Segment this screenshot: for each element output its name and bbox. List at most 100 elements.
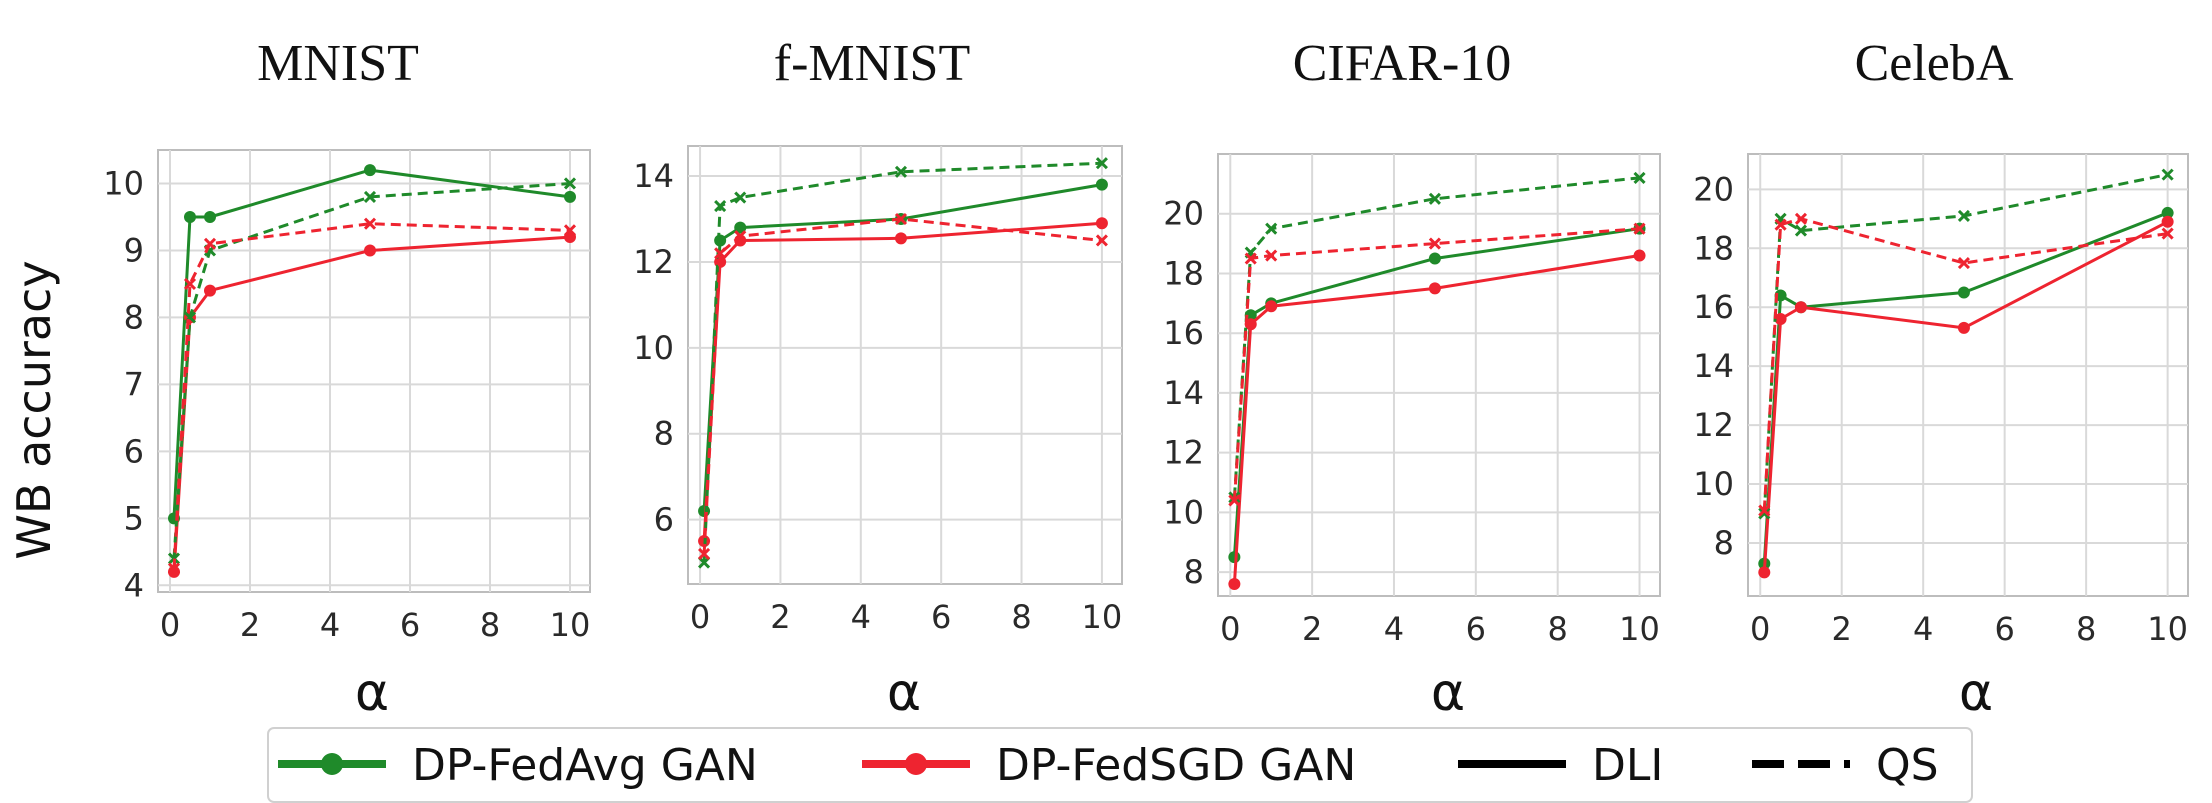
data-point [894, 232, 907, 245]
data-point [1794, 301, 1807, 314]
x-tick-label: 2 [240, 606, 260, 644]
y-tick-label: 8 [1714, 524, 1734, 562]
y-tick-label: 4 [124, 566, 144, 604]
data-point [168, 565, 180, 578]
data-point [364, 164, 376, 177]
y-tick-label: 7 [124, 365, 144, 403]
data-point-x-marker [2161, 168, 2174, 181]
panel-1: MNIST 0 2 4 6 8 10 4 5 6 7 8 9 10 α [103, 35, 591, 723]
data-point-x-marker [1633, 171, 1646, 184]
y-tick-label: 6 [654, 501, 674, 539]
data-point-x-marker [734, 230, 747, 243]
data-point [204, 210, 216, 223]
data-point [1758, 566, 1771, 579]
panel-title: CelebA [1855, 35, 2014, 92]
data-point-x-marker [1633, 222, 1646, 235]
panel-title: MNIST [257, 35, 419, 92]
x-tick-label: 4 [320, 606, 340, 644]
x-tick-label: 4 [1913, 610, 1933, 648]
data-point [204, 284, 216, 297]
x-tick-label: 6 [931, 598, 951, 636]
data-point [364, 244, 376, 257]
y-tick-label: 8 [654, 415, 674, 453]
y-tick-label: 16 [1693, 288, 1734, 326]
y-tick-label: 12 [1693, 406, 1734, 444]
data-point [734, 221, 747, 234]
y-axis-label: WB accuracy [7, 260, 61, 559]
plot-area: 0 2 4 6 8 10 8 10 12 14 16 18 20 [1693, 153, 2189, 648]
panel-title: f-MNIST [774, 35, 970, 92]
data-point [1428, 252, 1441, 265]
x-tick-label: 8 [1548, 610, 1568, 648]
data-point-x-marker [563, 224, 577, 237]
series-line-qs [702, 161, 1102, 563]
data-point-x-marker [698, 547, 711, 561]
x-tick-label: 10 [550, 606, 591, 644]
x-tick-label: 8 [480, 606, 500, 644]
y-tick-label: 16 [1163, 314, 1204, 352]
panel-2: f-MNIST 0 2 4 6 8 10 6 8 10 12 14 α [633, 35, 1123, 723]
x-axis-label: α [887, 663, 921, 723]
x-tick-label: 0 [1750, 610, 1770, 648]
data-point-x-marker [894, 212, 908, 226]
x-tick-label: 6 [400, 606, 420, 644]
data-point-x-marker [203, 237, 217, 250]
x-axis-label: α [355, 663, 389, 723]
data-point-x-marker [183, 277, 197, 290]
y-tick-label: 8 [1184, 553, 1204, 591]
data-point-x-marker [1228, 494, 1241, 507]
x-tick-label: 0 [1220, 610, 1240, 648]
legend-marker-fedavg [321, 753, 343, 775]
data-point-x-marker [1794, 224, 1808, 237]
data-point [1633, 249, 1646, 262]
data-point-x-marker [894, 165, 908, 178]
x-tick-label: 6 [1994, 610, 2014, 648]
y-tick-label: 10 [1693, 465, 1734, 503]
data-point [698, 505, 711, 517]
y-tick-label: 10 [103, 164, 144, 202]
y-tick-label: 10 [1163, 493, 1204, 531]
data-point [184, 210, 196, 223]
y-tick-label: 9 [124, 231, 144, 269]
data-point [1957, 321, 1970, 334]
x-tick-label: 4 [851, 598, 871, 636]
data-point-x-marker [1758, 507, 1771, 520]
panel-title: CIFAR-10 [1293, 35, 1512, 92]
data-point [714, 234, 727, 247]
y-tick-label: 10 [633, 329, 674, 367]
panel-4: CelebA 0 2 4 6 8 10 8 10 12 14 16 18 20 α [1693, 35, 2189, 723]
x-tick-label: 6 [1466, 610, 1486, 648]
data-point-x-marker [1794, 212, 1808, 225]
data-point-x-marker [167, 552, 181, 565]
data-point-x-marker [1095, 234, 1108, 247]
y-tick-label: 20 [1693, 170, 1734, 208]
x-tick-label: 2 [770, 598, 790, 636]
data-point [1095, 217, 1108, 230]
data-point-x-marker [563, 177, 577, 190]
y-tick-label: 8 [124, 298, 144, 336]
data-point-x-marker [1957, 209, 1970, 222]
data-point [2161, 206, 2174, 219]
x-tick-label: 10 [1619, 610, 1660, 648]
x-tick-label: 4 [1384, 610, 1404, 648]
legend-label-dli: DLI [1592, 740, 1663, 791]
data-point-x-marker [363, 217, 377, 230]
x-tick-label: 10 [2147, 610, 2188, 648]
legend: DP-FedAvg GAN DP-FedSGD GAN DLI QS [267, 727, 1973, 803]
x-axis-label: α [1959, 663, 1993, 723]
data-point-x-marker [1265, 222, 1278, 235]
plot-area: 0 2 4 6 8 10 4 5 6 7 8 9 10 [103, 149, 591, 644]
x-axis-label: α [1431, 663, 1465, 723]
y-tick-label: 18 [1693, 229, 1734, 267]
data-point [1428, 282, 1441, 295]
plot-frame [687, 145, 1123, 585]
panel-3: CIFAR-10 0 2 4 6 8 10 8 10 12 14 16 18 20 α [1163, 35, 1661, 723]
legend-label-qs: QS [1876, 740, 1939, 791]
legend-label-fedsgd: DP-FedSGD GAN [996, 740, 1356, 791]
data-point [2161, 215, 2174, 228]
data-point [1957, 286, 1970, 299]
y-tick-label: 14 [1163, 374, 1204, 412]
y-tick-label: 18 [1163, 254, 1204, 292]
data-point [564, 190, 576, 203]
plot-area: 0 2 4 6 8 10 8 10 12 14 16 18 20 [1163, 153, 1661, 648]
